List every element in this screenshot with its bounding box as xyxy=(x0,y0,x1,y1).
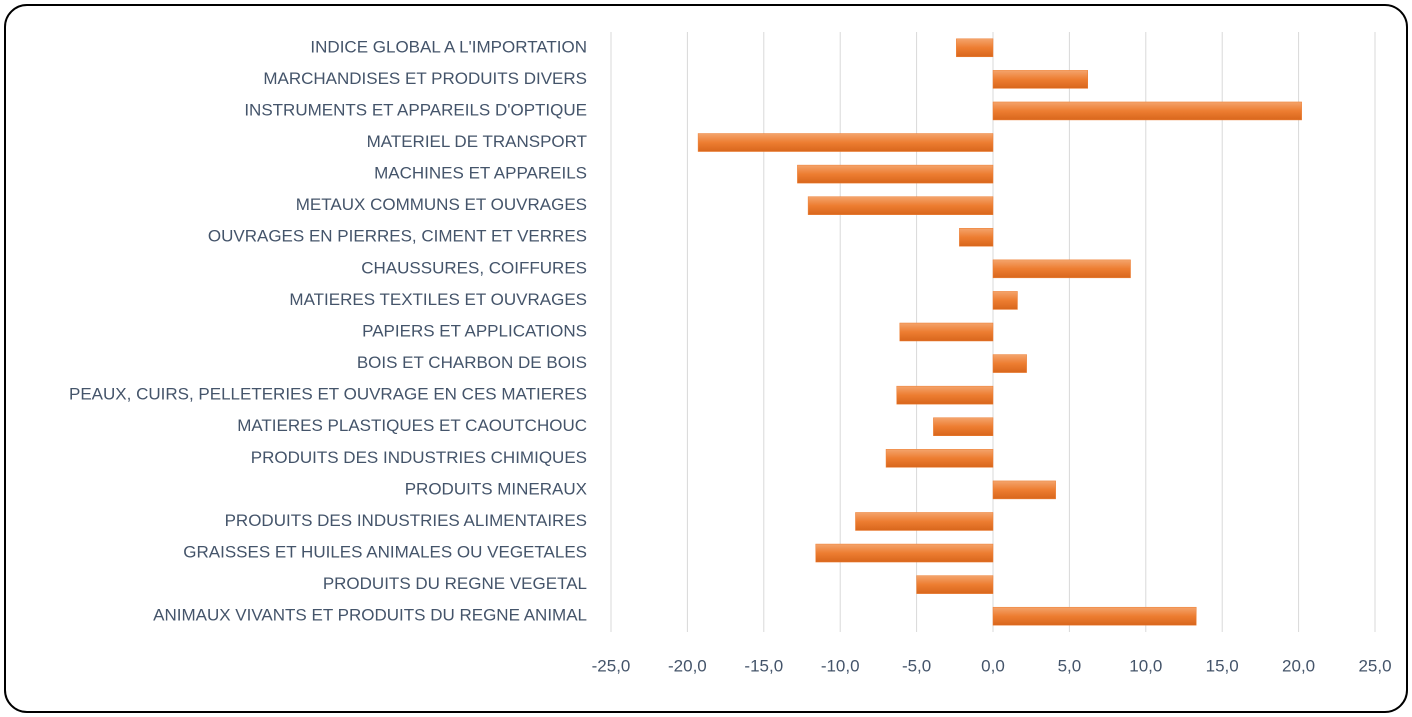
bar xyxy=(992,606,1197,626)
y-tick-label: MATERIEL DE TRANSPORT xyxy=(367,132,587,151)
bar xyxy=(992,354,1027,373)
y-tick-label: CHAUSSURES, COIFFURES xyxy=(361,258,587,277)
x-tick-label: 15,0 xyxy=(1206,656,1239,675)
y-tick-label: PEAUX, CUIRS, PELLETERIES ET OUVRAGE EN … xyxy=(69,385,587,404)
bar xyxy=(992,291,1018,310)
x-tick-label: -10,0 xyxy=(821,656,860,675)
bar xyxy=(697,133,994,152)
y-tick-label: INSTRUMENTS ET APPAREILS D'OPTIQUE xyxy=(244,100,587,119)
bar xyxy=(896,385,994,405)
bar xyxy=(992,259,1131,279)
bar xyxy=(933,417,994,436)
bar xyxy=(899,322,994,342)
x-tick-label: -5,0 xyxy=(902,656,931,675)
y-tick-label: MATIERES TEXTILES ET OUVRAGES xyxy=(289,290,587,309)
bar xyxy=(959,228,994,247)
y-tick-label: INDICE GLOBAL A L'IMPORTATION xyxy=(310,37,587,56)
x-tick-label: 10,0 xyxy=(1129,656,1162,675)
bar xyxy=(815,543,994,563)
bar xyxy=(916,575,994,594)
y-tick-label: PAPIERS ET APPLICATIONS xyxy=(362,321,587,340)
bar xyxy=(885,449,994,468)
y-tick-label: MATIERES PLASTIQUES ET CAOUTCHOUC xyxy=(237,416,587,435)
chart-frame xyxy=(4,4,1408,713)
x-tick-label: -25,0 xyxy=(592,656,631,675)
y-tick-label: OUVRAGES EN PIERRES, CIMENT ET VERRES xyxy=(208,227,587,246)
y-tick-label: PRODUITS MINERAUX xyxy=(405,479,587,498)
y-tick-label: PRODUITS DES INDUSTRIES ALIMENTAIRES xyxy=(225,511,587,530)
bar xyxy=(992,480,1056,500)
x-tick-label: -15,0 xyxy=(744,656,783,675)
y-tick-label: PRODUITS DU REGNE VEGETAL xyxy=(323,574,587,593)
x-tick-label: 0,0 xyxy=(981,656,1005,675)
y-tick-label: MACHINES ET APPAREILS xyxy=(374,164,587,183)
bar xyxy=(992,70,1088,89)
y-tick-label: MARCHANDISES ET PRODUITS DIVERS xyxy=(263,69,587,88)
y-tick-label: PRODUITS DES INDUSTRIES CHIMIQUES xyxy=(251,448,587,467)
bar xyxy=(992,101,1302,121)
x-tick-label: 5,0 xyxy=(1058,656,1082,675)
bar xyxy=(807,196,994,215)
bar xyxy=(855,512,994,531)
x-tick-label: 25,0 xyxy=(1358,656,1391,675)
y-tick-label: BOIS ET CHARBON DE BOIS xyxy=(357,353,587,372)
y-tick-label: ANIMAUX VIVANTS ET PRODUITS DU REGNE ANI… xyxy=(153,606,587,625)
bar xyxy=(956,38,994,58)
y-tick-label: METAUX COMMUNS ET OUVRAGES xyxy=(296,195,587,214)
y-tick-label: GRAISSES ET HUILES ANIMALES OU VEGETALES xyxy=(183,543,587,562)
x-tick-label: 20,0 xyxy=(1282,656,1315,675)
x-tick-label: -20,0 xyxy=(668,656,707,675)
bar xyxy=(797,164,994,184)
